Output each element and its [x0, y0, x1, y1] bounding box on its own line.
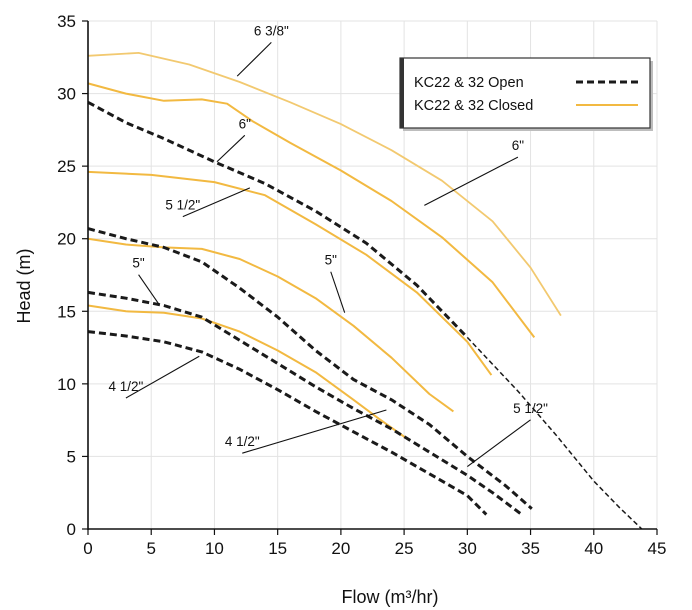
legend-label-1: KC22 & 32 Closed	[414, 98, 533, 114]
series-layer	[87, 52, 643, 530]
annotation-label-0: 6 3/8"	[254, 23, 289, 38]
y-axis-title: Head (m)	[14, 248, 34, 323]
legend-label-0: KC22 & 32 Open	[414, 75, 524, 91]
x-tick-label-1: 5	[146, 539, 155, 558]
x-tick-label-5: 25	[395, 539, 414, 558]
y-tick-label-3: 15	[57, 302, 76, 321]
y-tick-label-1: 5	[67, 447, 76, 466]
tick-labels: 0 5 10 15 20 25 30 35 40 45 0 5 10 15 20 25 30 35	[57, 12, 666, 558]
annotation-leader-6	[125, 355, 200, 399]
series-closed-3	[87, 237, 454, 413]
series-open-6	[466, 336, 643, 530]
x-tick-label-0: 0	[83, 539, 92, 558]
annotation-leader-3	[182, 187, 251, 218]
series-closed-1	[87, 82, 536, 339]
x-tick-label-3: 15	[268, 539, 287, 558]
x-tick-label-8: 40	[584, 539, 603, 558]
y-tick-label-7: 35	[57, 12, 76, 31]
legend-accent-bar	[400, 58, 404, 128]
annotation-leader-7	[242, 409, 387, 454]
x-tick-label-2: 10	[205, 539, 224, 558]
annotation-label-4: 5"	[325, 253, 338, 268]
y-tick-label-2: 10	[57, 375, 76, 394]
legend: KC22 & 32 Open KC22 & 32 Closed	[399, 57, 653, 131]
annotation-label-6: 4 1/2"	[109, 379, 144, 394]
annotation-leader-8	[467, 419, 531, 468]
annotation-layer: 6 3/8" 6" 6" 5 1/2" 5" 5" 4 1/2" 4 1/2" 5 1/2"	[109, 23, 548, 468]
annotation-label-2: 6"	[512, 138, 525, 153]
x-tick-label-9: 45	[648, 539, 667, 558]
series-closed-2	[87, 170, 493, 376]
annotation-leader-5	[138, 274, 160, 305]
axes	[82, 20, 658, 535]
annotation-label-3: 5 1/2"	[165, 198, 200, 213]
y-tick-label-0: 0	[67, 520, 76, 539]
x-axis-title: Flow (m³/hr)	[342, 587, 439, 607]
x-tick-label-4: 20	[331, 539, 350, 558]
annotation-label-8: 5 1/2"	[513, 401, 548, 416]
annotation-label-1: 6"	[239, 116, 252, 131]
annotation-leader-1	[216, 134, 246, 163]
annotation-label-7: 4 1/2"	[225, 434, 260, 449]
series-open-9	[87, 330, 488, 516]
y-tick-label-5: 25	[57, 157, 76, 176]
annotation-leader-2	[424, 156, 519, 206]
series-open-8	[87, 290, 523, 516]
y-tick-label-4: 20	[57, 230, 76, 249]
annotation-leader-4	[330, 271, 346, 313]
x-tick-label-6: 30	[458, 539, 477, 558]
legend-box	[399, 57, 651, 129]
x-tick-label-7: 35	[521, 539, 540, 558]
series-open-7	[87, 227, 533, 510]
annotation-leader-0	[236, 42, 272, 77]
y-tick-label-6: 30	[57, 85, 76, 104]
annotation-label-5: 5"	[132, 256, 145, 271]
series-closed-0	[87, 52, 562, 317]
series-open-5	[87, 100, 469, 339]
series-closed-4	[87, 304, 406, 439]
